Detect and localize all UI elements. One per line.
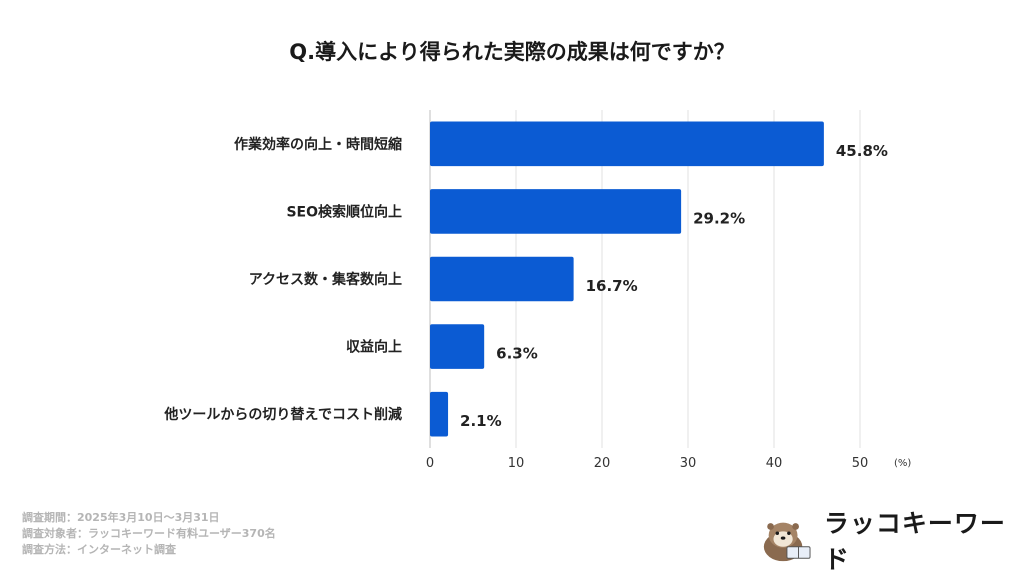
x-tick-label: 40 <box>766 456 783 471</box>
category-label: SEO検索順位向上 <box>286 203 402 220</box>
bar <box>430 121 824 167</box>
footnote-period: 調査期間：2025年3月10日〜3月31日 <box>22 511 220 524</box>
bar <box>430 324 485 369</box>
bar <box>430 391 449 437</box>
value-label: 2.1% <box>460 412 502 430</box>
value-label: 16.7% <box>586 277 638 295</box>
category-label: 収益向上 <box>346 339 402 356</box>
x-tick-label: 50 <box>852 456 869 471</box>
bar-chart: 作業効率の向上・時間短縮 45.8% SEO検索順位向上 29.2% アクセス数・集客数… <box>163 110 912 471</box>
category-label: 他ツールからの切り替えでコスト削減 <box>163 406 402 423</box>
x-tick-label: 30 <box>680 456 697 471</box>
value-label: 6.3% <box>496 345 538 363</box>
bars <box>430 121 824 437</box>
brand-name: ラッコキーワード <box>823 509 1006 574</box>
bar <box>430 189 682 234</box>
x-axis-unit: (%) <box>894 458 911 469</box>
value-label: 29.2% <box>693 209 745 227</box>
category-label: 作業効率の向上・時間短縮 <box>234 136 402 153</box>
survey-footnotes: 調査期間：2025年3月10日〜3月31日 調査対象者：ラッコキーワード有料ユー… <box>22 510 276 558</box>
x-axis: 0 10 20 30 40 50 (%) <box>426 456 912 471</box>
labels: 作業効率の向上・時間短縮 45.8% SEO検索順位向上 29.2% アクセス数・集客数… <box>163 136 888 430</box>
x-tick-label: 20 <box>594 456 611 471</box>
value-label: 45.8% <box>836 142 888 160</box>
footnote-subjects: 調査対象者：ラッコキーワード有料ユーザー370名 <box>22 527 276 540</box>
bar <box>430 256 574 302</box>
footnote-method: 調査方法：インターネット調査 <box>22 543 176 556</box>
x-tick-label: 0 <box>426 456 434 471</box>
category-label: アクセス数・集客数向上 <box>249 271 402 288</box>
brand-logo: ラッコキーワード <box>760 509 1024 574</box>
x-tick-label: 10 <box>508 456 525 471</box>
chart-title: Q.導入により得られた実際の成果は何ですか？ <box>289 40 735 64</box>
sea-otter-icon <box>763 522 811 562</box>
